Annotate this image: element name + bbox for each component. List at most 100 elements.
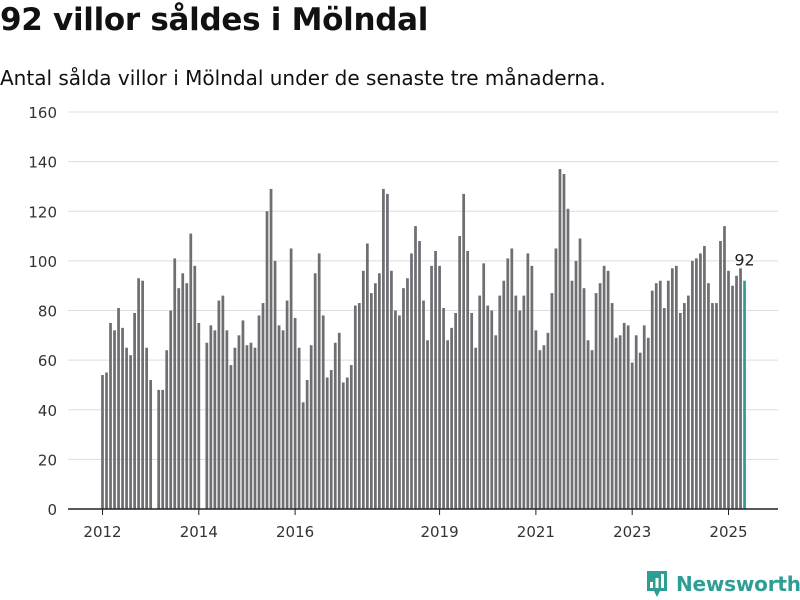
bar [506,258,510,509]
bar [321,315,325,509]
chart-subtitle: Antal sålda villor i Mölndal under de se… [0,66,606,90]
bar [402,288,405,509]
bar [301,402,305,509]
bar [237,335,241,509]
bar [121,327,124,509]
bar [341,382,345,509]
bar [241,320,245,509]
bar [687,295,690,509]
bar [285,300,289,509]
bar [566,208,570,509]
bar [458,236,462,509]
x-tick-label: 2016 [276,523,314,541]
bar [666,280,670,509]
bar [289,248,293,509]
bar [462,193,466,509]
bar [735,275,738,509]
bar [213,330,217,509]
bar [221,295,225,509]
newsworthy-logo-icon [647,571,667,597]
bar [361,270,365,509]
x-axis [68,508,778,515]
bar [494,335,498,509]
bar [257,315,261,509]
bar [337,332,341,509]
bar [695,258,698,509]
bar [670,268,674,509]
x-tick-label: 2025 [709,523,747,541]
bar [261,303,265,509]
bar [177,288,181,509]
bar [554,248,558,509]
bar [642,325,646,509]
bar [562,174,566,509]
x-tick-label: 2012 [83,523,121,541]
y-tick-label: 140 [28,154,57,172]
bar [329,370,333,509]
bar [426,340,429,509]
y-tick-label: 0 [47,501,57,519]
bar [422,300,425,509]
bar [181,273,185,509]
bar [474,347,478,509]
bar [374,283,377,509]
bar [418,241,421,509]
bar [719,241,722,509]
bar [161,389,165,509]
bar [129,355,132,509]
bar [281,330,285,509]
bar [386,193,389,509]
bar [133,312,136,509]
bar [349,365,353,509]
bar [586,340,590,509]
bar [157,389,161,509]
bar [185,283,189,509]
bar [582,288,586,509]
bar [313,273,317,509]
bar [450,327,453,509]
bar [674,265,678,509]
bar [406,278,409,509]
bar [594,293,598,509]
bar [193,265,197,509]
bar [209,325,213,509]
y-axis-labels: 0 20 40 60 80 100 120 140 160 [28,104,57,519]
bar [598,283,602,509]
bar [245,345,249,509]
bar [626,325,630,509]
bar [550,293,554,509]
bar [711,303,714,509]
bar [654,283,658,509]
bar [530,265,534,509]
bar [482,263,486,509]
bar [614,337,618,509]
bar [578,238,582,510]
bar [353,305,357,509]
chart-title: 92 villor såldes i Mölndal [0,2,429,38]
bar [610,303,614,509]
bar [398,315,401,509]
bar [105,372,108,509]
bar [606,270,610,509]
bar [486,305,490,509]
bar [225,330,229,509]
bar [731,285,734,509]
bar [638,352,642,509]
bar [165,350,169,509]
x-axis-labels: 2012 2014 2016 2019 2021 2023 2025 [83,523,747,541]
bar [590,350,594,509]
bar-latest [743,280,746,509]
bar [233,347,237,509]
x-tick-label: 2019 [420,523,458,541]
bar [658,280,662,509]
bar [662,308,666,509]
bar [707,283,710,509]
bar [382,188,385,510]
bar [173,258,177,509]
bar [333,342,337,509]
y-tick-label: 40 [38,402,57,420]
bar [309,345,313,509]
bar [277,325,281,509]
bar [502,280,506,509]
bar [229,365,233,509]
